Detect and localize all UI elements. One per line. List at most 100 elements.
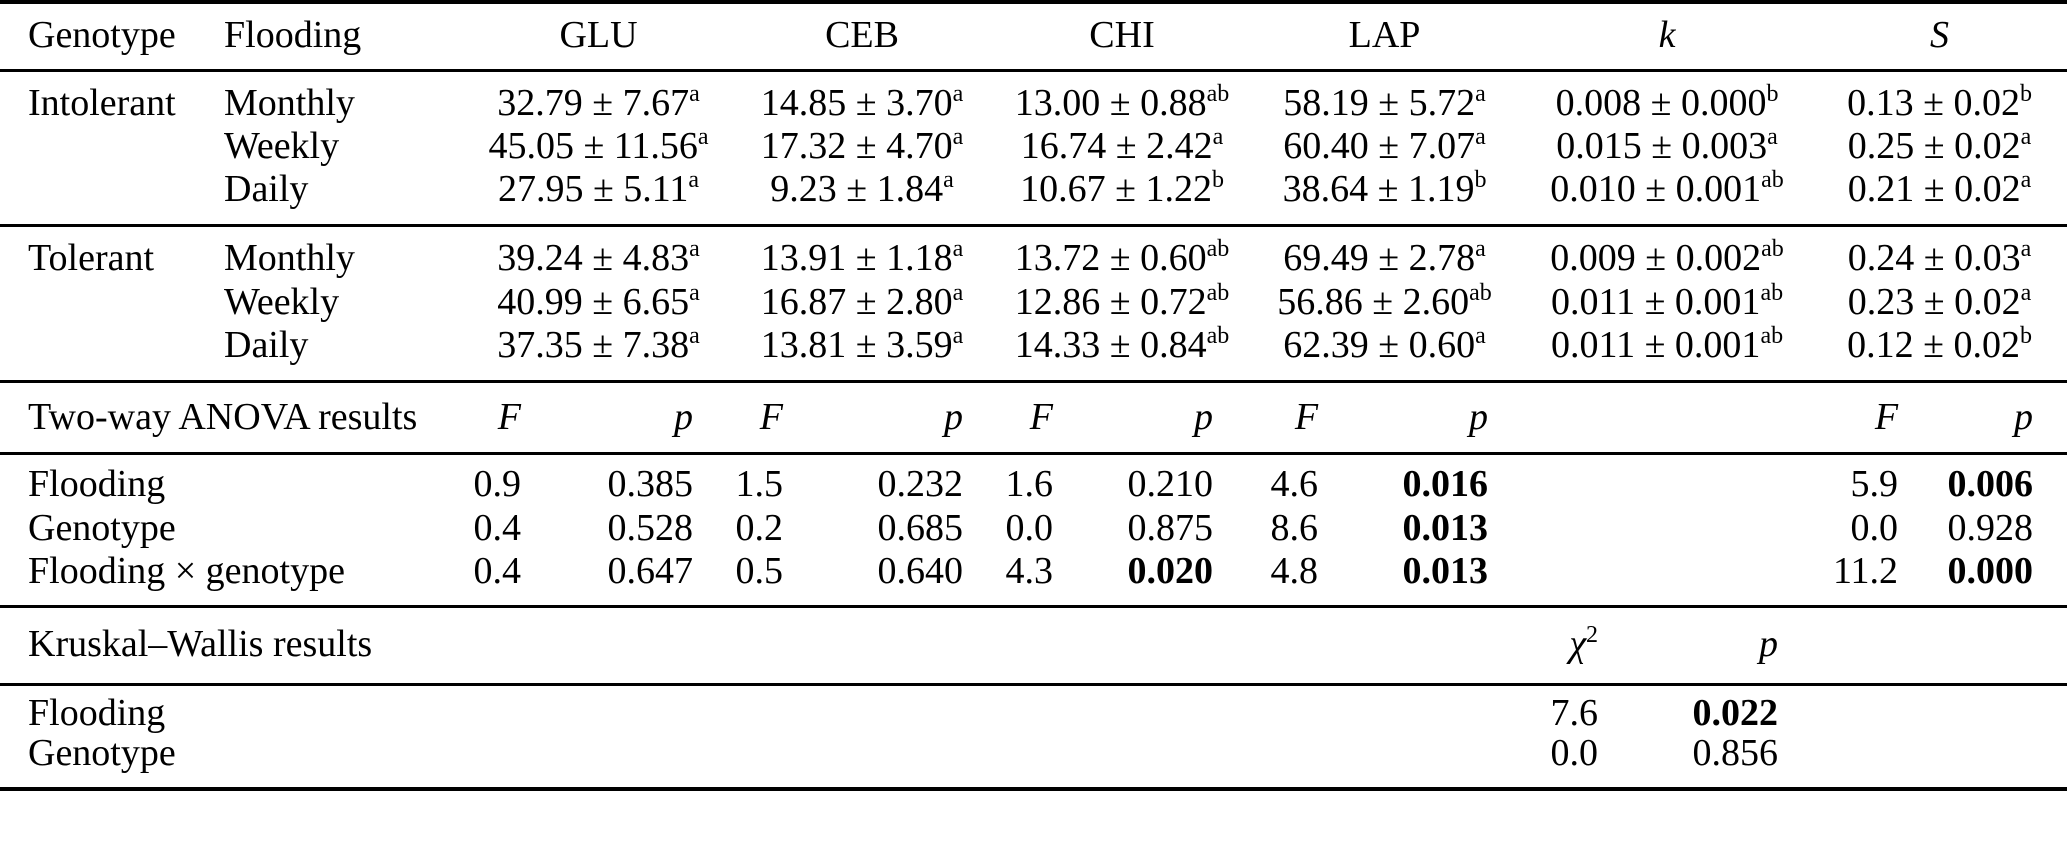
significance-letter: a	[2020, 236, 2032, 263]
flooding-label: Weekly	[224, 280, 340, 323]
p-value-ceb: 0.232	[877, 463, 964, 506]
kruskal-row-label: Genotype	[28, 731, 176, 774]
spacer-cell	[470, 734, 1522, 789]
p-value-chi: 0.875	[1127, 506, 1214, 549]
cell-chi: 14.33 ± 0.84ab	[997, 324, 1248, 384]
f-value-s: 11.2	[1812, 551, 1933, 608]
anova-row-interaction: Flooding × genotype 0.4 0.647 0.5 0.640 …	[0, 551, 2067, 608]
cell-ceb: 13.91 ± 1.18a	[760, 236, 964, 280]
cell-chi: 13.72 ± 0.60ab	[1014, 236, 1230, 280]
p-value-glu: 0.528	[607, 506, 694, 549]
spacer-cell	[1522, 505, 1632, 552]
p-value-glu: 0.647	[555, 551, 728, 608]
significance-letter: a	[2020, 123, 2032, 150]
anova-results-section: Flooding 0.9 0.385 1.5 0.232 1.6 0.210 4…	[0, 454, 2067, 608]
cell-glu: 37.35 ± 7.38a	[470, 323, 728, 384]
anova-header-row: Two-way ANOVA results F p F p F p F p F …	[0, 381, 2067, 456]
cell-glu: 39.24 ± 4.83a	[497, 236, 700, 280]
cell-chi: 10.67 ± 1.22b	[997, 168, 1248, 228]
anova-row-genotype: Genotype 0.4 0.528 0.2 0.685 0.0 0.875 8…	[0, 505, 2067, 552]
anova-row-label: Flooding	[28, 463, 166, 506]
f-value-ceb: 0.2	[735, 506, 784, 549]
p-header-chi: p	[1087, 381, 1248, 456]
genotype-label	[0, 326, 222, 384]
results-table: Genotype Flooding GLU CEB CHI LAP k S In…	[0, 0, 2067, 791]
significance-letter: a	[697, 123, 709, 150]
p-value-s: 0.006	[1947, 463, 2034, 506]
p-value-ceb: 0.685	[877, 506, 964, 549]
cell-glu: 45.05 ± 11.56a	[488, 123, 709, 167]
f-value-lap: 8.6	[1270, 506, 1319, 549]
genotype-label: Intolerant	[28, 81, 176, 124]
f-value-chi: 1.6	[1005, 463, 1054, 506]
anova-row-flooding: Flooding 0.9 0.385 1.5 0.232 1.6 0.210 4…	[0, 454, 2067, 505]
cell-k: 0.008 ± 0.000b	[1555, 80, 1779, 124]
significance-letter: b	[1766, 80, 1779, 107]
significance-letter: a	[2020, 167, 2032, 194]
p-value-lap: 0.013	[1402, 506, 1489, 549]
glu-column-header: GLU	[470, 2, 728, 72]
f-header-chi: F	[997, 381, 1088, 456]
significance-letter: a	[688, 167, 700, 194]
cell-glu: 27.95 ± 5.11a	[470, 167, 728, 228]
p-value-kruskal: 0.856	[1692, 731, 1779, 774]
p-value-glu: 0.385	[607, 463, 694, 506]
p-value-s: 0.000	[1932, 551, 2067, 608]
table-header: Genotype Flooding GLU CEB CHI LAP k S	[0, 2, 2067, 72]
cell-k: 0.015 ± 0.003a	[1556, 123, 1778, 167]
cell-s: 0.12 ± 0.02b	[1812, 324, 2067, 384]
f-value-lap: 4.6	[1270, 463, 1319, 506]
kruskal-title: Kruskal–Wallis results	[0, 606, 470, 686]
genotype-label	[0, 170, 222, 228]
cell-s: 0.13 ± 0.02b	[1847, 80, 2032, 124]
significance-letter: a	[1475, 123, 1486, 150]
kruskal-header-section: Kruskal–Wallis results χ2 p	[0, 606, 2067, 686]
p-value-lap: 0.013	[1352, 551, 1523, 608]
p-value-s: 0.928	[1947, 506, 2034, 549]
significance-letter: b	[1474, 167, 1487, 194]
cell-k: 0.011 ± 0.001ab	[1550, 279, 1784, 323]
significance-letter: a	[1767, 123, 1778, 150]
chi-square-value: 7.6	[1550, 691, 1599, 734]
significance-letter: ab	[1206, 236, 1230, 263]
data-row-tolerant-weekly: Weekly 40.99 ± 6.65a 16.87 ± 2.80a 12.86…	[0, 279, 2067, 326]
anova-row-label: Genotype	[28, 506, 176, 549]
header-row: Genotype Flooding GLU CEB CHI LAP k S	[0, 2, 2067, 72]
kruskal-row-genotype: Genotype 0.0 0.856	[0, 731, 2067, 789]
significance-letter: a	[689, 323, 700, 350]
data-row-tolerant-daily: Daily 37.35 ± 7.38a 13.81 ± 3.59a 14.33 …	[0, 323, 2067, 384]
significance-letter: a	[952, 236, 964, 263]
cell-k: 0.010 ± 0.001ab	[1522, 167, 1813, 228]
spacer-cell	[1522, 551, 1633, 608]
significance-letter: ab	[1761, 167, 1784, 194]
flooding-label: Monthly	[224, 237, 355, 280]
spacer-cell	[1812, 684, 2067, 733]
chi-column-header: CHI	[997, 2, 1248, 72]
k-column-header: k	[1522, 2, 1813, 72]
cell-s: 0.23 ± 0.02a	[1847, 279, 2032, 323]
spacer-cell	[470, 684, 1522, 733]
flooding-label: Daily	[222, 325, 470, 384]
cell-glu: 40.99 ± 6.65a	[497, 279, 700, 323]
lap-column-header: LAP	[1247, 2, 1523, 72]
data-row-intolerant-monthly: Intolerant Monthly 32.79 ± 7.67a 14.85 ±…	[0, 70, 2067, 123]
f-value-chi: 4.3	[997, 551, 1088, 608]
p-header-glu: p	[555, 381, 728, 456]
kruskal-row-flooding: Flooding 7.6 0.022	[0, 684, 2067, 733]
p-header-s: p	[1932, 381, 2067, 456]
cell-chi: 12.86 ± 0.72ab	[1014, 279, 1230, 323]
cell-lap: 69.49 ± 2.78a	[1283, 236, 1486, 280]
data-row-tolerant-monthly: Tolerant Monthly 39.24 ± 4.83a 13.91 ± 1…	[0, 226, 2067, 279]
cell-glu: 32.79 ± 7.67a	[497, 80, 700, 124]
f-value-s: 0.0	[1850, 506, 1899, 549]
cell-ceb: 14.85 ± 3.70a	[760, 80, 964, 124]
significance-letter: a	[689, 236, 700, 263]
kruskal-header-row: Kruskal–Wallis results χ2 p	[0, 606, 2067, 686]
f-value-glu: 0.4	[470, 551, 555, 608]
p-value-chi: 0.210	[1127, 463, 1214, 506]
cell-lap: 38.64 ± 1.19b	[1247, 167, 1523, 228]
f-value-ceb: 1.5	[735, 463, 784, 506]
flooding-column-header: Flooding	[222, 2, 470, 72]
spacer-cell	[470, 606, 1523, 686]
spacer-cell	[1812, 734, 2067, 789]
